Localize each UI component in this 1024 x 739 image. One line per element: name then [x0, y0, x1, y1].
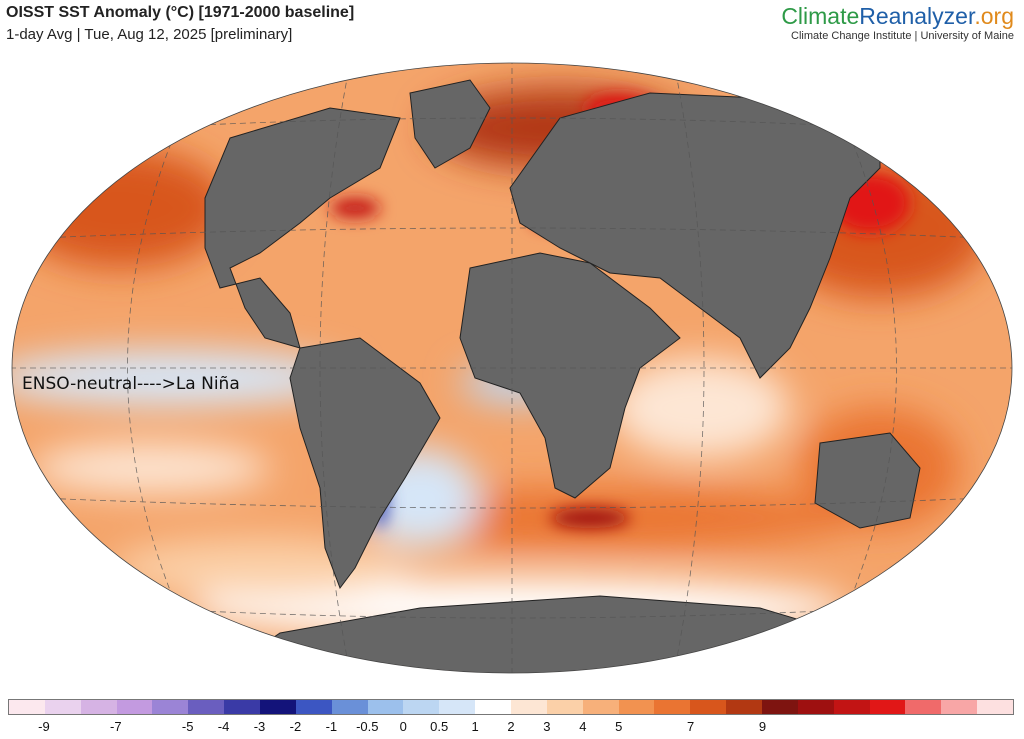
south-america-land [289, 337, 441, 590]
legend-swatch [762, 700, 798, 714]
legend-swatch [690, 700, 727, 714]
legend-swatch [511, 700, 547, 714]
legend-swatch [869, 700, 906, 714]
color-legend [8, 699, 1014, 715]
legend-tick-label: 5 [615, 719, 623, 734]
legend-swatch [439, 700, 476, 714]
legend-swatch [833, 700, 870, 714]
brand-part-2: Reanalyzer [859, 3, 975, 29]
map-title: OISST SST Anomaly (°C) [1971-2000 baseli… [6, 4, 355, 21]
legend-swatch [116, 700, 153, 714]
enso-annotation: ENSO-neutral---->La Niña [22, 374, 240, 394]
legend-tick-label: 0 [399, 719, 407, 734]
legend-tick-label: -7 [110, 719, 122, 734]
ocean-field [12, 63, 1012, 673]
graticule [12, 63, 1012, 673]
globe-outline [11, 62, 1013, 674]
north-america-land [204, 107, 401, 349]
legend-swatch [403, 700, 440, 714]
legend-tick-label: 3 [543, 719, 551, 734]
legend-tick-label: 0.5 [430, 719, 449, 734]
legend-swatch [546, 700, 583, 714]
legend-swatch [618, 700, 655, 714]
brand-part-3: .org [974, 3, 1014, 29]
legend-swatch [331, 700, 368, 714]
legend-swatch [475, 700, 512, 714]
legend-swatch [44, 700, 81, 714]
legend-tick-label: -2 [289, 719, 302, 734]
legend-swatch [295, 700, 332, 714]
legend-swatch [152, 700, 189, 714]
africa-land [459, 252, 681, 499]
legend-tick-labels: -9 -7 -5 -4 -3 -2 -1 -0.5 0 0.5 1 2 3 4 5 7 9 [8, 719, 1014, 737]
legend-swatch [188, 700, 225, 714]
legend-swatch [726, 700, 763, 714]
legend-swatch [80, 700, 117, 714]
australia-land [814, 432, 921, 529]
brand-subtitle: Climate Change Institute | University of… [791, 30, 1014, 42]
legend-swatch [797, 700, 834, 714]
legend-tick-label: 1 [471, 719, 479, 734]
legend-swatch [582, 700, 619, 714]
map-subtitle: 1-day Avg | Tue, Aug 12, 2025 [prelimina… [6, 26, 293, 43]
legend-swatch [367, 700, 404, 714]
legend-tick-label: -0.5 [356, 719, 379, 734]
legend-tick-label: 7 [687, 719, 695, 734]
legend-swatch [260, 700, 296, 714]
greenland-land [409, 79, 491, 169]
legend-swatch [941, 700, 978, 714]
legend-tick-label: 9 [758, 719, 767, 734]
legend-tick-label: -9 [38, 719, 50, 734]
legend-tick-label: -5 [181, 719, 194, 734]
legend-swatch [905, 700, 942, 714]
legend-tick-label: 4 [579, 719, 587, 734]
legend-swatch [9, 700, 45, 714]
legend-tick-label: 2 [507, 719, 515, 734]
legend-swatch [654, 700, 691, 714]
landmasses [198, 79, 921, 673]
legend-tick-label: -4 [217, 719, 230, 734]
sst-anomaly-map: ENSO-neutral---->La Niña [11, 62, 1013, 674]
legend-tick-label: -1 [325, 719, 338, 734]
legend-tick-label: -3 [253, 719, 266, 734]
legend-swatch [224, 700, 261, 714]
legend-swatch [977, 700, 1014, 714]
brand-part-1: Climate [781, 3, 860, 29]
brand-logo[interactable]: ClimateReanalyzer.org [781, 3, 1014, 30]
